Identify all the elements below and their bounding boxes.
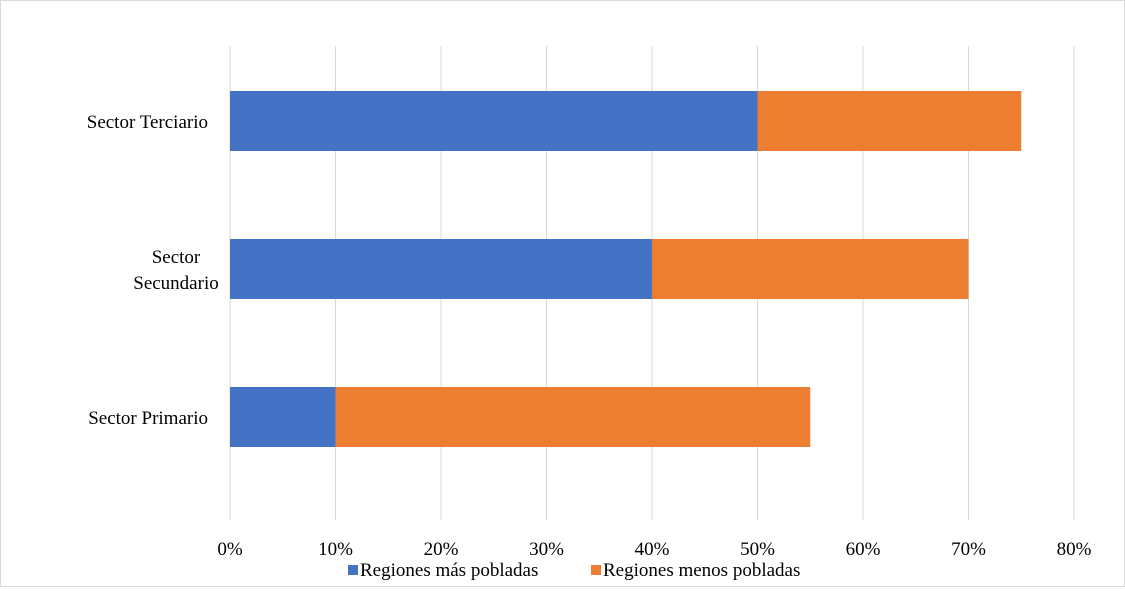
x-tick-label-6: 60%	[846, 539, 881, 560]
x-tick-label-3: 30%	[529, 539, 564, 560]
bar-menos-2	[335, 387, 811, 447]
x-tick-label-5: 50%	[740, 539, 775, 560]
x-tick-label-1: 10%	[318, 539, 353, 560]
category-labels: Sector Terciario Sector Secundario Sector P…	[87, 112, 219, 429]
legend-swatch-1	[591, 565, 601, 575]
legend-label-1: Regiones menos pobladas	[603, 560, 800, 581]
legend-swatch-0	[348, 565, 358, 575]
category-label-0: Sector Terciario	[87, 112, 208, 133]
x-tick-label-7: 70%	[951, 539, 986, 560]
x-tick-label-4: 40%	[635, 539, 670, 560]
category-label-1: Sector Secundario	[133, 247, 218, 294]
category-label-2: Sector Primario	[88, 408, 208, 429]
bar-menos-1	[652, 239, 969, 299]
legend-label-0: Regiones más pobladas	[360, 560, 538, 581]
bar-menos-0	[757, 91, 1022, 151]
legend: Regiones más pobladas Regiones menos pobl…	[348, 560, 800, 581]
x-tick-label-2: 20%	[424, 539, 459, 560]
bar-mas-2	[230, 387, 336, 447]
bar-mas-1	[230, 239, 652, 299]
x-tick-labels: 0% 10% 20% 30% 40% 50% 60% 70% 80%	[217, 539, 1091, 560]
x-tick-label-8: 80%	[1057, 539, 1092, 560]
bars	[230, 91, 1022, 447]
bar-mas-0	[230, 91, 758, 151]
x-tick-label-0: 0%	[217, 539, 243, 560]
